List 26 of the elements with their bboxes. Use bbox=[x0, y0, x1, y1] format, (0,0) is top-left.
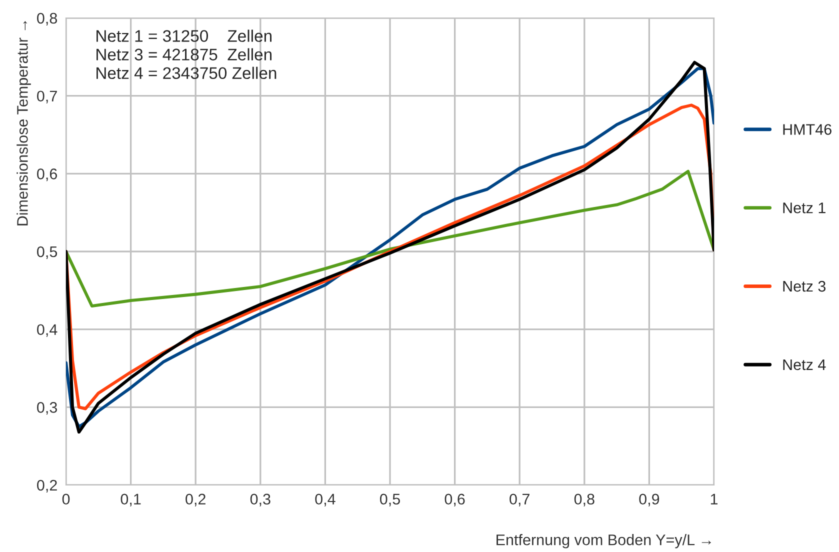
legend-label: Netz 4 bbox=[783, 359, 826, 370]
x-axis-title: Entfernung vom Boden Y=y/L → bbox=[496, 534, 711, 548]
x-tick-label: 0 bbox=[62, 494, 70, 505]
y-tick-label: 0,4 bbox=[37, 324, 58, 337]
legend-label: HMT46 bbox=[783, 124, 832, 135]
line-series bbox=[66, 170, 714, 308]
y-tick-label: 0,3 bbox=[37, 402, 57, 415]
y-tick-label: 0,6 bbox=[37, 168, 57, 182]
x-tick-label: 0,1 bbox=[120, 494, 141, 506]
x-tick-label: 0,6 bbox=[444, 494, 465, 506]
x-tick-label: 0,8 bbox=[574, 494, 594, 506]
x-tick-label: 1 bbox=[710, 494, 718, 504]
x-tick-label: 0,4 bbox=[315, 494, 336, 506]
x-tick-label: 0,7 bbox=[510, 494, 530, 506]
annotation: Netz 1 = 31250 Zellen Netz 3 = 421875 Zellen Netz 4 = 2343750 Zellen bbox=[96, 30, 276, 80]
x-tick-label: 0,9 bbox=[639, 494, 660, 506]
y-tick-label: 0,7 bbox=[37, 90, 57, 104]
x-tick-label: 0,2 bbox=[186, 494, 206, 506]
y-tick-label: 0,8 bbox=[37, 12, 58, 26]
y-tick-label: 0,5 bbox=[37, 246, 58, 259]
y-axis-title: Dimensionslose Temperatur → bbox=[16, 21, 31, 226]
legend-label: Netz 1 bbox=[783, 202, 826, 214]
y-tick-label: 0,2 bbox=[37, 480, 57, 492]
x-tick-label: 0,5 bbox=[380, 494, 400, 506]
x-tick-label: 0,3 bbox=[250, 494, 270, 506]
legend-label: Netz 3 bbox=[783, 280, 826, 292]
